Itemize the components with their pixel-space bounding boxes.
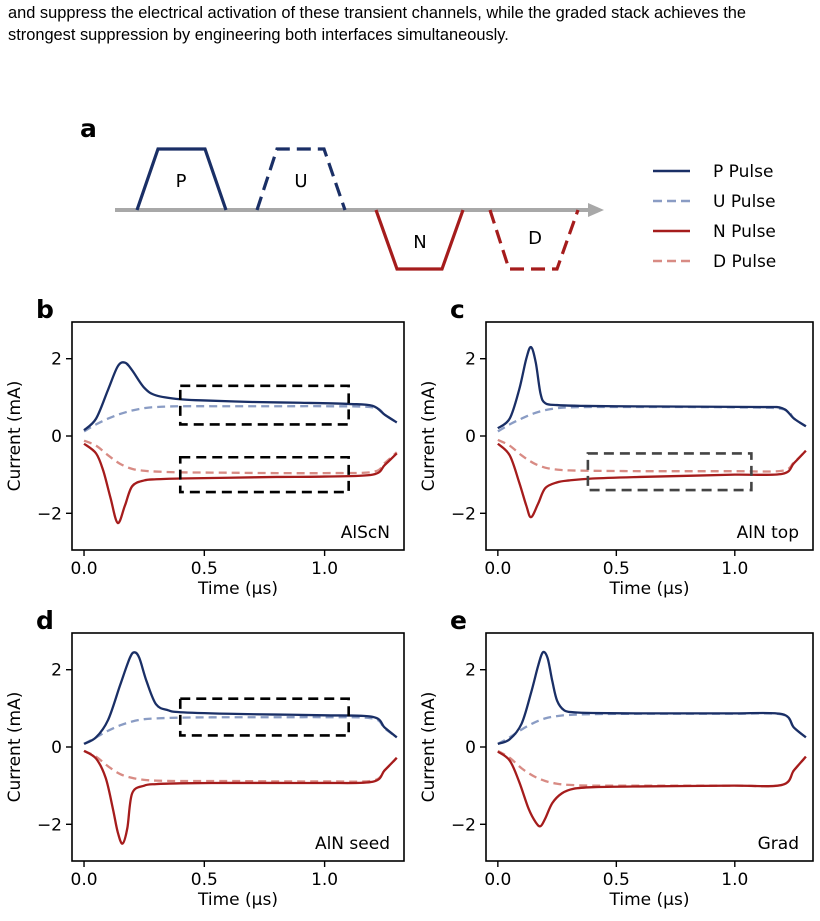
legend-label-n: N Pulse [713, 222, 776, 242]
y-tick-label-b-2: −2 [37, 504, 62, 524]
legend-label-d: D Pulse [713, 252, 776, 272]
y-tick-label-c-1: 0 [465, 427, 476, 447]
y-axis-label-d: Current (mA) [5, 692, 25, 803]
series-line-c-n [497, 442, 807, 519]
panel-label-e: e [450, 606, 467, 635]
highlight-box-b-2 [178, 455, 350, 494]
panel-label-a: a [80, 114, 97, 143]
p-pulse-shape [135, 147, 228, 211]
y-tick-label-c-2: −2 [451, 504, 476, 524]
plot-area-d [83, 651, 398, 845]
y-tick-label-e-1: 0 [465, 738, 476, 758]
sample-annotation-c: AlN top [737, 523, 799, 543]
sample-annotation-d: AlN seed [315, 834, 390, 854]
y-tick-label-b-1: 0 [51, 427, 62, 447]
series-line-b-u [83, 405, 398, 433]
chart-e: e 0.0 0.5 1.0 2 0 −2 Time (µs) Current (mA) Grad [419, 606, 814, 910]
legend: P Pulse U Pulse N Pulse D Pulse [653, 162, 776, 272]
y-tick-label-e-0: 2 [465, 661, 476, 681]
series-line-b-n [83, 442, 398, 525]
chart-d: d 0.0 0.5 1.0 2 0 −2 Time (µs) Current (mA) AlN s… [5, 606, 405, 910]
panel-label-c: c [450, 295, 465, 324]
series-line-e-n [497, 750, 807, 828]
series-line-d-u [83, 716, 398, 745]
panel-a-pulse-schematic: a P U N D P Pulse U Pulse N Pulse D Puls… [80, 114, 776, 272]
x-tick-label-e-1: 0.5 [603, 870, 630, 890]
series-line-c-d [497, 438, 807, 473]
chart-b: b 0.0 0.5 1.0 2 0 −2 Time (µs) Current (mA) AlScN [5, 295, 405, 599]
series-line-d-d [83, 749, 398, 783]
u-pulse-shape [255, 147, 347, 211]
x-axis-label-b: Time (µs) [197, 579, 278, 599]
axes-frame-d [71, 632, 405, 862]
plot-area-e [497, 650, 807, 828]
y-axis-label-b: Current (mA) [5, 381, 25, 492]
x-axis-label-d: Time (µs) [197, 890, 278, 910]
x-tick-label-e-2: 1.0 [721, 870, 748, 890]
highlight-box-c-1 [586, 452, 753, 492]
panel-label-d: d [36, 606, 54, 635]
y-tick-label-d-1: 0 [51, 738, 62, 758]
plot-area-b [83, 361, 398, 525]
p-pulse-letter: P [176, 171, 187, 192]
n-pulse-shape [374, 209, 465, 271]
series-line-e-u [497, 712, 807, 745]
x-axis-label-e: Time (µs) [609, 890, 690, 910]
legend-label-p: P Pulse [713, 162, 773, 182]
x-tick-label-c-0: 0.0 [484, 559, 511, 579]
n-pulse-letter: N [413, 232, 426, 253]
y-tick-label-c-0: 2 [465, 350, 476, 370]
x-axis-label-c: Time (µs) [609, 579, 690, 599]
plot-area-c [497, 345, 807, 519]
time-axis-arrowhead-icon [588, 203, 604, 217]
x-tick-label-d-1: 0.5 [191, 870, 218, 890]
highlight-box-b-1 [178, 384, 350, 426]
series-line-c-u [497, 405, 807, 433]
d-pulse-shape [488, 209, 580, 271]
x-tick-label-d-0: 0.0 [71, 870, 98, 890]
charts-group: b 0.0 0.5 1.0 2 0 −2 Time (µs) Current (mA) AlScN… [5, 295, 814, 910]
highlight-box-d-1 [178, 697, 350, 737]
legend-label-u: U Pulse [713, 192, 776, 212]
y-axis-label-e: Current (mA) [419, 692, 439, 803]
series-line-e-d [497, 749, 807, 788]
series-line-e-p [497, 650, 807, 746]
y-tick-label-b-0: 2 [51, 350, 62, 370]
y-tick-label-d-2: −2 [37, 815, 62, 835]
y-axis-label-c: Current (mA) [419, 381, 439, 492]
series-line-d-p [83, 651, 398, 745]
series-line-d-n [83, 749, 398, 845]
x-tick-label-e-0: 0.0 [484, 870, 511, 890]
series-line-b-d [83, 439, 398, 475]
series-line-b-p [83, 361, 398, 432]
panel-label-b: b [36, 295, 54, 324]
x-tick-label-b-1: 0.5 [191, 559, 218, 579]
y-tick-label-d-0: 2 [51, 661, 62, 681]
y-tick-label-e-2: −2 [451, 815, 476, 835]
x-tick-label-d-2: 1.0 [311, 870, 338, 890]
x-tick-label-b-0: 0.0 [71, 559, 98, 579]
u-pulse-letter: U [294, 171, 307, 192]
axes-frame-e [485, 632, 814, 862]
x-tick-label-c-1: 0.5 [603, 559, 630, 579]
sample-annotation-e: Grad [758, 834, 799, 854]
intro-paragraph: and suppress the electrical activation o… [8, 4, 747, 44]
d-pulse-letter: D [528, 228, 542, 249]
sample-annotation-b: AlScN [341, 523, 390, 543]
x-tick-label-b-2: 1.0 [311, 559, 338, 579]
series-line-c-p [497, 345, 807, 430]
x-tick-label-c-2: 1.0 [721, 559, 748, 579]
chart-c: c 0.0 0.5 1.0 2 0 −2 Time (µs) Current (mA) AlN t… [419, 295, 814, 599]
